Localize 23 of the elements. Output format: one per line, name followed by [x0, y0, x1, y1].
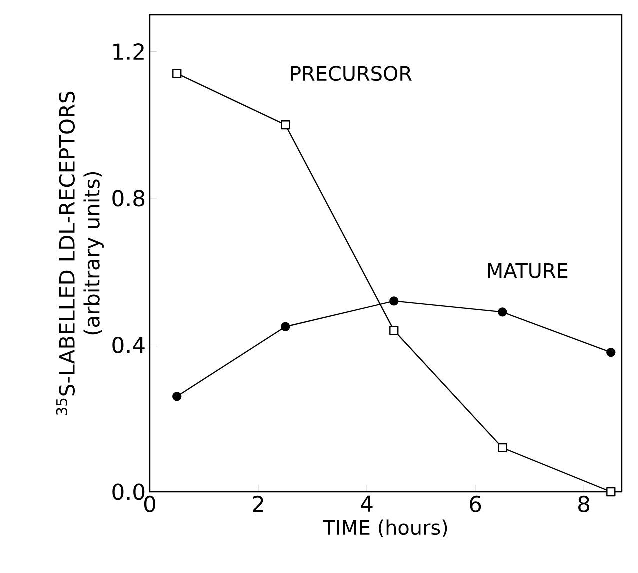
y-axis-title: $^{35}$S-LABELLED LDL-RECEPTORS (arbitrary units) — [56, 92, 104, 416]
y-tick-label: 0.0 — [112, 484, 145, 500]
y-tick-label: 1.2 — [114, 44, 144, 60]
point — [390, 296, 399, 306]
x-tick-label: 4 — [361, 496, 373, 512]
y-tick-label: 0.4 — [112, 336, 145, 354]
text: PRECURSOR — [292, 66, 412, 82]
x-tick-label: 2 — [253, 496, 264, 512]
series-label: MATURE — [488, 263, 568, 278]
x-tick-label: 0 — [144, 496, 156, 512]
point — [172, 69, 182, 78]
point — [172, 392, 182, 402]
point — [281, 120, 290, 130]
point — [606, 487, 616, 497]
y-tick-label: 0.8 — [112, 190, 145, 207]
point — [498, 308, 508, 317]
point — [281, 322, 290, 332]
x-tick-label: 6 — [470, 496, 482, 512]
x-tick-label: 8 — [578, 496, 590, 512]
x-axis-title: TIME (hours) — [323, 520, 448, 538]
point — [606, 348, 616, 358]
point — [498, 443, 508, 453]
point — [390, 326, 399, 336]
